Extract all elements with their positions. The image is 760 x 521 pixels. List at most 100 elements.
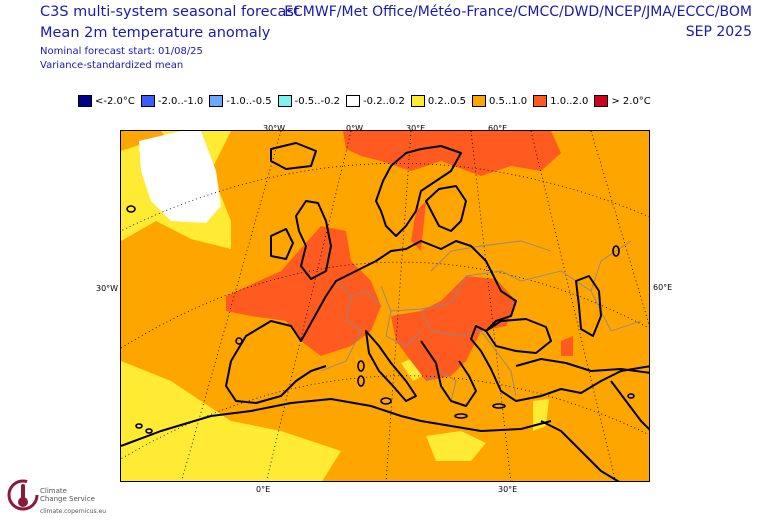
- coastline-britain: [295, 200, 332, 280]
- graticule-meridian: [181, 131, 282, 481]
- coastline-scandinavia: [375, 145, 462, 237]
- legend-swatch: [472, 95, 486, 107]
- country-border: [385, 310, 422, 347]
- legend-swatch: [209, 95, 224, 107]
- island: [235, 337, 243, 345]
- legend-swatch: [78, 95, 92, 107]
- lon-label-right-60e: 60°E: [653, 283, 673, 292]
- island: [357, 360, 365, 372]
- island: [126, 205, 136, 213]
- island: [454, 413, 468, 419]
- legend-label: -2.0..-1.0: [157, 95, 204, 107]
- lon-label-bottom-0: 0°E: [256, 485, 271, 494]
- thermometer-icon: [7, 479, 39, 511]
- graticule-parallel: [121, 261, 649, 349]
- coastline-ireland: [270, 228, 294, 260]
- map-variable: Mean 2m temperature anomaly: [40, 25, 271, 41]
- anomaly-area-neutral: [139, 131, 221, 223]
- legend-label: -1.0..-0.5: [226, 95, 272, 107]
- country-border: [480, 330, 517, 397]
- coastline-iceland: [270, 142, 317, 170]
- map-title: C3S multi-system seasonal forecast: [40, 4, 300, 20]
- lon-label-top-30w: 30°W: [263, 124, 286, 133]
- lon-label-left-30w: 30°W: [96, 284, 119, 293]
- island: [357, 375, 365, 387]
- anomaly-area-1.0-2.0: [391, 276, 516, 381]
- island: [145, 428, 153, 434]
- legend-swatch: [410, 95, 425, 107]
- anomaly-area-1.0-2.0: [411, 201, 426, 251]
- country-border: [345, 295, 362, 332]
- island: [492, 403, 506, 409]
- legend-item: 1.0..2.0: [533, 95, 588, 107]
- country-border: [380, 285, 452, 312]
- legend-label: > 2.0°C: [611, 95, 651, 107]
- island: [380, 397, 392, 405]
- legend-item: -0.2..0.2: [346, 95, 405, 107]
- graticule-meridian: [530, 131, 616, 481]
- anomaly-area-1.0-2.0: [561, 336, 573, 356]
- legend-item: 0.2..0.5: [410, 95, 466, 107]
- legend-item: -2.0..-1.0: [140, 95, 204, 107]
- legend: <-2.0°C -2.0..-1.0 -1.0..-0.5 -0.5..-0.2…: [78, 94, 657, 108]
- graticule-meridian: [385, 131, 412, 481]
- anomaly-area-1.0-2.0: [343, 131, 561, 176]
- island: [612, 245, 620, 257]
- legend-swatch: [533, 95, 548, 107]
- statistic-label: Variance-standardized mean: [40, 60, 184, 71]
- lon-label-top-0: 0°W: [346, 124, 363, 133]
- legend-swatch: [346, 95, 361, 107]
- anomaly-area-0.2-0.5: [121, 361, 341, 481]
- legend-item: -0.5..-0.2: [277, 95, 341, 107]
- coastline-north-africa: [121, 398, 552, 447]
- islands: [126, 205, 635, 434]
- coastline-finland: [425, 185, 467, 232]
- country-border: [425, 370, 457, 402]
- anomaly-map: [120, 130, 650, 482]
- legend-swatch: [140, 95, 155, 107]
- legend-swatch: [277, 95, 292, 107]
- legend-label: -0.2..0.2: [363, 95, 405, 107]
- coastlines: [121, 142, 649, 481]
- country-border: [590, 240, 632, 292]
- coastline-italy: [365, 330, 417, 402]
- country-border: [430, 240, 552, 272]
- coastline-black-sea: [485, 318, 552, 354]
- island: [627, 393, 635, 399]
- lon-label-top-30e: 30°E: [406, 124, 426, 133]
- coastline-anatolia: [515, 358, 649, 374]
- copernicus-logo: [6, 476, 116, 518]
- graticule-parallel: [121, 163, 649, 232]
- graticule: [121, 131, 649, 481]
- logo-line-1: Climate: [40, 487, 67, 495]
- logo-line-2: Change Service: [40, 495, 95, 503]
- legend-item: <-2.0°C: [78, 95, 135, 107]
- graticule-meridian: [266, 131, 352, 481]
- legend-item: > 2.0°C: [594, 95, 651, 107]
- country-border: [450, 270, 522, 304]
- legend-swatch: [594, 95, 609, 107]
- country-border: [420, 308, 482, 337]
- legend-item: -1.0..-0.5: [209, 95, 272, 107]
- graticule-meridian: [590, 131, 649, 326]
- coastline-gulf: [610, 380, 649, 431]
- legend-label: <-2.0°C: [95, 95, 135, 107]
- forecast-sources: ECMWF/Met Office/Météo-France/CMCC/DWD/N…: [284, 4, 752, 20]
- legend-label: 0.5..1.0: [489, 95, 528, 107]
- logo-url: climate.copernicus.eu: [40, 508, 107, 515]
- coastline-caspian: [575, 275, 602, 337]
- anomaly-area-1.0-2.0: [226, 226, 381, 356]
- coastline-iberia: [225, 360, 327, 404]
- forecast-start: Nominal forecast start: 01/08/25: [40, 46, 203, 57]
- legend-item: 0.5..1.0: [472, 95, 527, 107]
- map-canvas: [121, 131, 649, 481]
- country-border: [335, 280, 382, 307]
- island: [135, 423, 143, 429]
- lon-label-top-60e: 60°E: [488, 124, 508, 133]
- legend-label: -0.5..-0.2: [294, 95, 341, 107]
- country-border: [320, 330, 362, 372]
- coastline-continent: [230, 240, 649, 402]
- legend-label: 0.2..0.5: [427, 95, 466, 107]
- country-borders: [320, 240, 642, 402]
- anomaly-area-0.2-0.5: [426, 431, 486, 461]
